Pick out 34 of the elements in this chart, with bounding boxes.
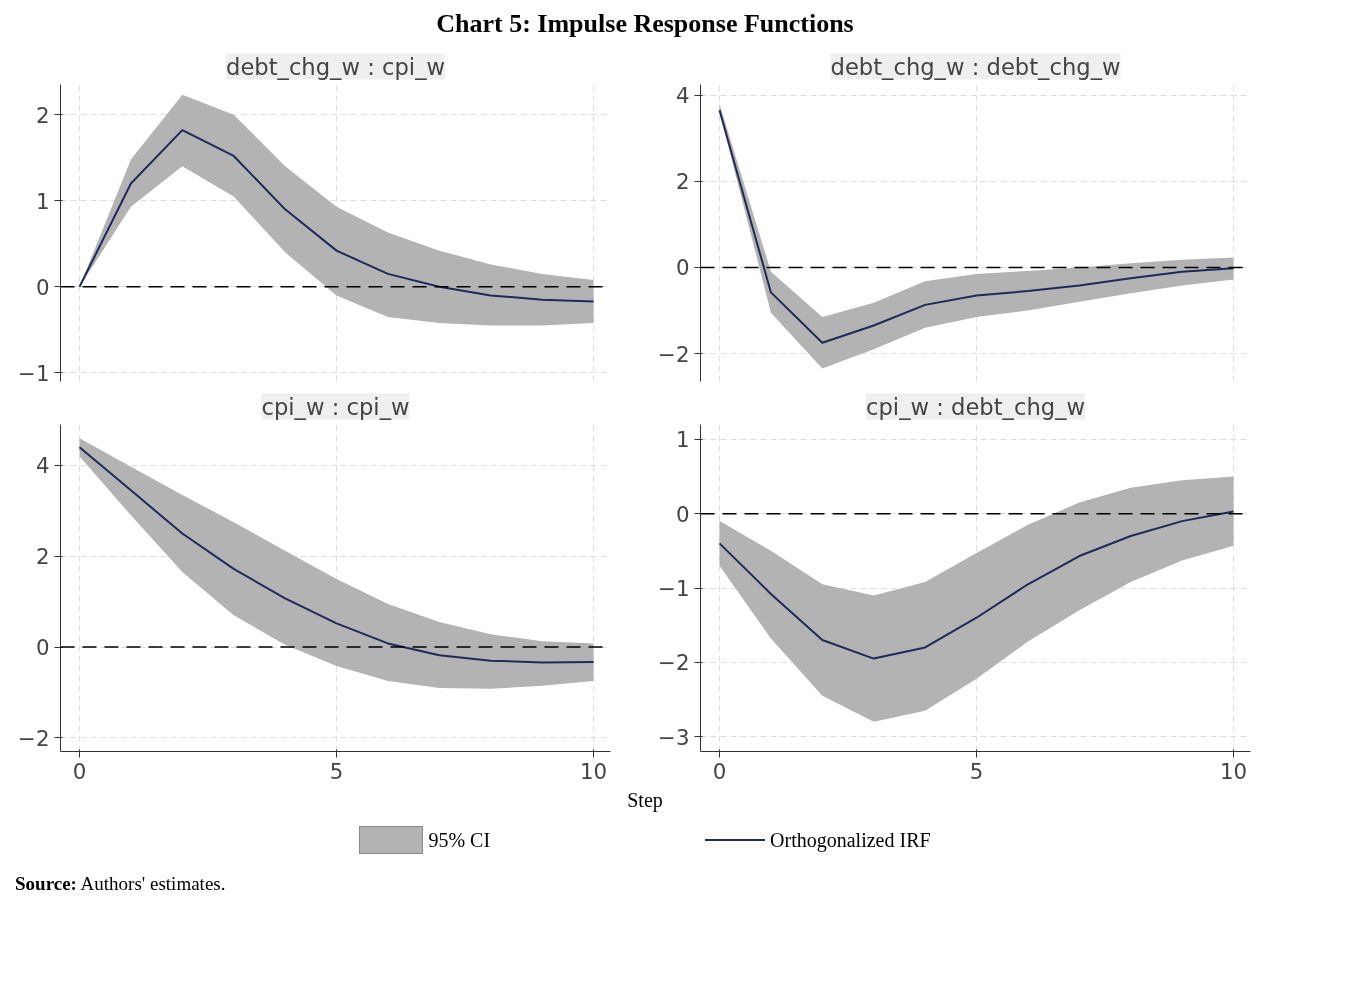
x-tick-label: 0	[72, 758, 87, 784]
y-tick-label: 1	[675, 427, 690, 453]
caption: Chart 5: Impulse Response Functions	[435, 8, 855, 40]
chart-title: debt_chg_w : debt_chg_w	[830, 53, 1121, 80]
y-tick-label: 2	[675, 169, 690, 195]
y-tick-label: 2	[35, 102, 50, 128]
chart-title: debt_chg_w : cpi_w	[226, 53, 445, 80]
y-tick-label: 4	[675, 83, 690, 109]
chart-title: cpi_w : cpi_w	[261, 393, 410, 420]
line-series	[78, 129, 595, 303]
x-tick-label: 0	[712, 758, 727, 784]
source-note: Source: Authors' estimates.	[14, 872, 226, 896]
legend-label: Orthogonalized IRF	[770, 829, 931, 852]
x-tick-label: 5	[329, 758, 344, 784]
y-tick-label: 0	[675, 255, 690, 281]
y-tick-label: −3	[658, 724, 690, 750]
y-tick-label: 1	[35, 188, 50, 214]
y-tick-label: −2	[658, 650, 690, 676]
x-tick-label: 10	[579, 758, 608, 784]
y-tick-label: 0	[35, 635, 50, 661]
y-tick-label: −2	[658, 341, 690, 367]
chart-title: cpi_w : debt_chg_w	[866, 393, 1085, 420]
x-axis-title: Step	[626, 788, 664, 814]
text: 95% CI	[428, 829, 491, 852]
y-tick-label: 4	[35, 453, 50, 479]
y-tick-label: −2	[18, 725, 50, 751]
y-tick-label: 2	[35, 544, 50, 570]
x-tick-label: 10	[1219, 758, 1248, 784]
y-tick-label: 0	[675, 501, 690, 527]
y-tick-label: −1	[658, 576, 690, 601]
y-tick-label: −1	[18, 360, 50, 386]
y-tick-label: 0	[35, 274, 50, 300]
x-tick-label: 5	[969, 758, 984, 784]
line-series	[718, 510, 1235, 660]
